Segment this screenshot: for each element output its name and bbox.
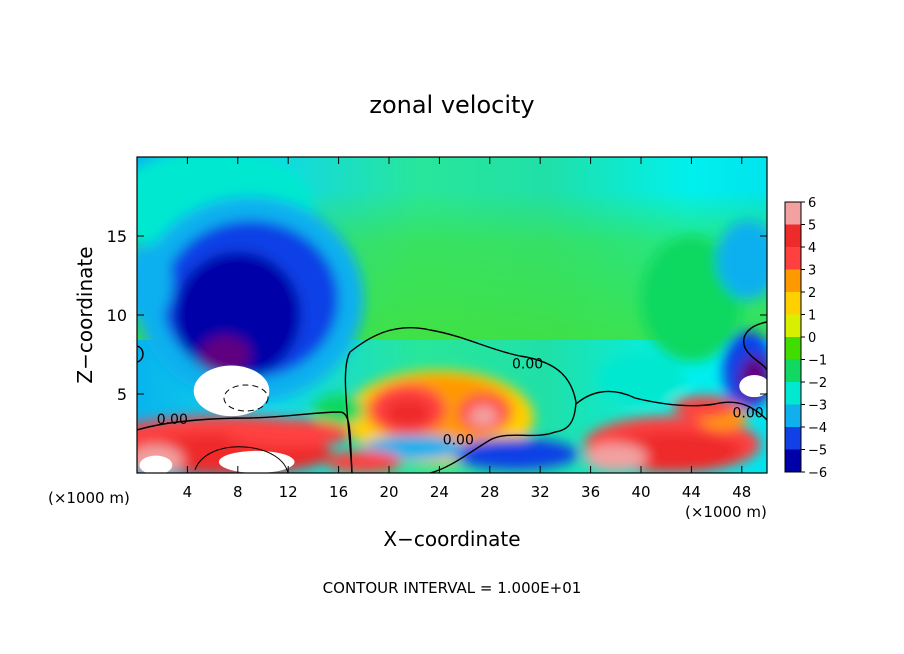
velocity-region-15 <box>385 398 431 428</box>
contour-interval-footer: CONTOUR INTERVAL = 1.000E+01 <box>323 579 582 597</box>
colorbar-label-11: −5 <box>808 444 827 459</box>
zero-contour-left-edge <box>137 345 144 363</box>
colorbar-label-12: −6 <box>808 466 827 481</box>
colorbar-cell-1 <box>785 224 801 247</box>
colorbar-label-10: −4 <box>808 421 827 436</box>
out-of-range-region-2 <box>218 450 295 473</box>
x-tick-label-6: 28 <box>480 483 499 501</box>
y-tick-label-2: 15 <box>107 227 127 246</box>
velocity-region-10 <box>596 354 686 402</box>
velocity-region-20 <box>225 419 352 448</box>
zero-contour-right-edge <box>743 321 767 371</box>
colorbar-cell-10 <box>785 427 801 450</box>
velocity-region-16 <box>468 405 499 428</box>
velocity-region-24 <box>326 450 402 473</box>
x-tick-label-1: 8 <box>233 483 243 501</box>
colorbar-cell-5 <box>785 314 801 337</box>
x-tick-label-9: 40 <box>631 483 650 501</box>
plot-area: 0.00 0.00 0.00 0.00 <box>137 157 767 473</box>
colorbar-label-3: 3 <box>808 264 816 279</box>
colorbar-cell-0 <box>785 202 801 225</box>
colorbar-cell-6 <box>785 337 801 360</box>
x-tick-label-4: 20 <box>379 483 398 501</box>
x-unit-right: (×1000 m) <box>685 503 767 521</box>
velocity-region-28 <box>672 395 736 418</box>
x-tick-label-2: 12 <box>279 483 298 501</box>
contour-label-3: 0.00 <box>733 406 764 422</box>
x-tick-label-7: 32 <box>531 483 550 501</box>
velocity-region-4 <box>200 335 251 374</box>
zero-contour-center <box>344 326 577 473</box>
velocity-region-17 <box>313 394 364 426</box>
colorbar-label-9: −3 <box>808 399 827 414</box>
x-tick-label-5: 24 <box>430 483 449 501</box>
colorbar-label-1: 5 <box>808 219 816 234</box>
x-tick-label-3: 16 <box>329 483 348 501</box>
contour-label-1: 0.00 <box>443 433 474 449</box>
colorbar-label-2: 4 <box>808 241 816 256</box>
zero-contour-right <box>575 390 767 421</box>
colorbar-label-0: 6 <box>808 196 816 211</box>
colorbar: 6 5 4 3 2 1 0 −1 −2 −3 −4 −5 −6 <box>784 196 827 481</box>
x-tick-label-11: 48 <box>732 483 751 501</box>
colorbar-label-4: 2 <box>808 286 816 301</box>
colorbar-cell-8 <box>785 382 801 405</box>
x-tick-label-8: 36 <box>581 483 600 501</box>
y-tick-label-0: 5 <box>117 385 127 404</box>
dashed-contour <box>223 384 269 412</box>
velocity-region-29 <box>584 442 648 472</box>
out-of-range-region-3 <box>739 375 767 398</box>
velocity-region-7 <box>716 220 767 300</box>
contour-label-2: 0.00 <box>512 357 543 373</box>
y-tick-label-1: 10 <box>107 306 127 325</box>
colorbar-label-5: 1 <box>808 309 816 324</box>
colorbar-label-6: 0 <box>808 331 816 346</box>
colorbar-cell-11 <box>785 449 801 472</box>
velocity-region-6 <box>641 236 742 363</box>
colorbar-cell-9 <box>785 404 801 427</box>
velocity-region-5 <box>137 243 173 323</box>
x-tick-label-10: 44 <box>682 483 701 501</box>
zero-contour-left <box>137 411 353 473</box>
colorbar-label-7: −1 <box>808 354 827 369</box>
contour-label-0: 0.00 <box>157 412 188 428</box>
out-of-range-region-1 <box>139 455 173 473</box>
x-axis-label: X−coordinate <box>383 527 520 551</box>
colorbar-label-8: −2 <box>808 376 827 391</box>
out-of-range-region-0 <box>193 365 270 417</box>
x-tick-label-0: 4 <box>183 483 193 501</box>
colorbar-cell-7 <box>785 359 801 382</box>
colorbar-cell-2 <box>785 247 801 270</box>
velocity-region-22 <box>452 438 578 470</box>
colorbar-cell-3 <box>785 269 801 292</box>
x-unit-left: (×1000 m) <box>48 489 130 507</box>
colorbar-cell-4 <box>785 292 801 315</box>
chart-title: zonal velocity <box>369 91 534 119</box>
y-axis-label: Z−coordinate <box>73 246 97 383</box>
contour-lower-left <box>194 446 289 473</box>
